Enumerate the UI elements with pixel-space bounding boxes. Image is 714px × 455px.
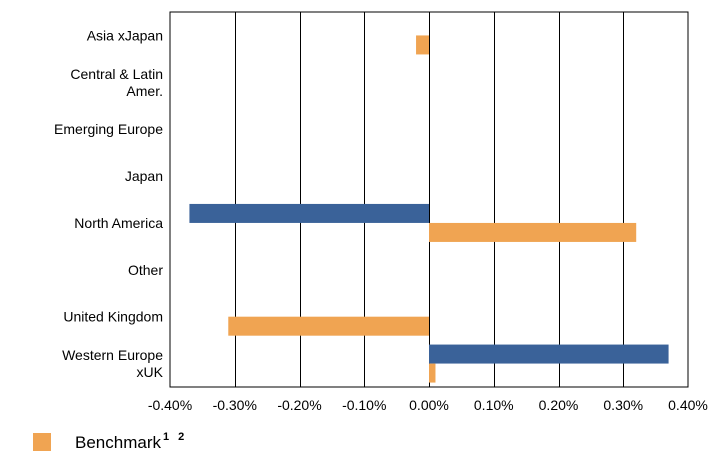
bar — [429, 222, 637, 242]
x-tick-label: -0.30% — [213, 397, 257, 413]
bar — [189, 203, 429, 223]
x-tick-label: -0.20% — [277, 397, 321, 413]
legend: Benchmark 1 2 — [33, 431, 188, 452]
x-tick-label: 0.00% — [409, 397, 449, 413]
x-tick-label: 0.40% — [668, 397, 708, 413]
x-tick-label: -0.10% — [342, 397, 386, 413]
bar — [429, 363, 436, 383]
x-tick-label: -0.40% — [148, 397, 192, 413]
category-label: North America — [74, 215, 163, 231]
bar-chart: -0.40% -0.30% -0.20% -0.10% 0.00% 0.10% 0.20% 0… — [54, 11, 708, 413]
category-label: Central & Latin Amer. — [70, 66, 163, 99]
legend-label-benchmark: Benchmark 1 2 — [75, 431, 188, 452]
bar — [416, 35, 429, 55]
x-tick-label: 0.10% — [474, 397, 514, 413]
x-tick-label: 0.20% — [539, 397, 579, 413]
bar — [429, 344, 669, 364]
x-tick-label: 0.30% — [603, 397, 643, 413]
category-label: Asia xJapan — [87, 27, 163, 43]
category-label: Other — [128, 262, 163, 278]
category-label: Japan — [125, 168, 163, 184]
bar — [228, 316, 429, 336]
category-label: United Kingdom — [63, 309, 163, 325]
category-label: Emerging Europe — [54, 121, 163, 137]
legend-swatch-benchmark — [33, 433, 51, 451]
category-label: Western Europe xUK — [62, 347, 164, 380]
